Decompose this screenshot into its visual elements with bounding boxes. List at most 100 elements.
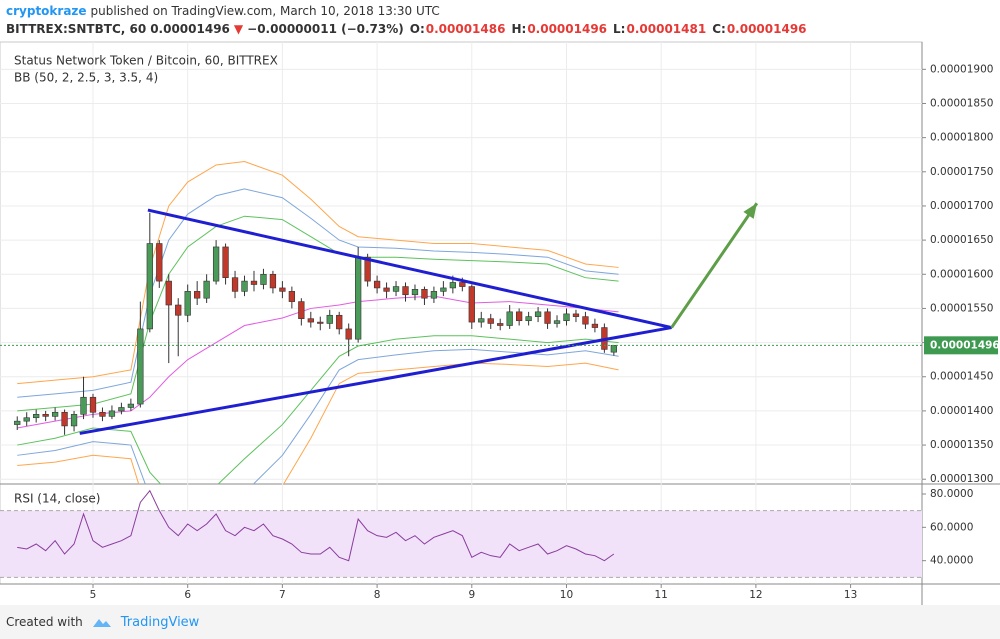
bb-line bbox=[17, 161, 619, 385]
plot-frame bbox=[0, 41, 923, 585]
change: −0.00000011 (−0.73%) bbox=[247, 22, 404, 36]
candle-body bbox=[89, 396, 97, 413]
layers: 5 6 7 8 9 10 11 12 13 0.00001300 0.00001350 0.00001… bbox=[0, 42, 1000, 601]
header-row: cryptokraze published on TradingView.com… bbox=[6, 2, 807, 20]
candle-body bbox=[250, 280, 258, 285]
candle-body bbox=[411, 289, 419, 296]
ohlc-key: H: bbox=[511, 22, 527, 36]
header: cryptokraze published on TradingView.com… bbox=[6, 2, 807, 38]
candle-body bbox=[516, 311, 523, 322]
y-tick-label: 0.00001400 bbox=[930, 405, 993, 417]
trend-line bbox=[147, 208, 672, 330]
last-price: 0.00001496 bbox=[150, 22, 230, 36]
ohlc-value: 0.00001481 bbox=[626, 22, 707, 36]
candle-body bbox=[61, 411, 68, 427]
last-price-label: 0.00001496 bbox=[930, 339, 1000, 351]
ohlc-key: O: bbox=[409, 22, 425, 36]
candle-body bbox=[336, 314, 343, 330]
x-tick-label: 12 bbox=[749, 589, 762, 601]
y-tick-label: 0.00001600 bbox=[930, 268, 993, 280]
candle-body bbox=[440, 287, 447, 292]
candle-body bbox=[544, 311, 551, 324]
symbol: BITTREX:SNTBTC, 60 bbox=[6, 22, 147, 36]
y-tick-label: 0.00001650 bbox=[930, 234, 993, 246]
y-tick-label: 80.0000 bbox=[930, 488, 973, 500]
bb-line bbox=[17, 335, 619, 484]
y-tick-label: 0.00001750 bbox=[930, 166, 993, 178]
x-tick-label: 13 bbox=[844, 589, 857, 601]
candle-body bbox=[402, 286, 409, 296]
main-pane bbox=[0, 42, 922, 484]
chart: 5 6 7 8 9 10 11 12 13 0.00001300 0.00001350 0.00001… bbox=[0, 41, 1000, 605]
candle-body bbox=[80, 396, 87, 415]
x-tick-label: 5 bbox=[90, 589, 97, 601]
candle-body bbox=[108, 410, 116, 417]
candle-body bbox=[383, 287, 390, 292]
candle-body bbox=[430, 291, 438, 299]
bb-line bbox=[17, 295, 619, 429]
author: cryptokraze bbox=[6, 4, 87, 18]
candle-body bbox=[42, 414, 49, 417]
candle-body bbox=[14, 420, 21, 425]
brand[interactable]: TradingView bbox=[120, 614, 200, 630]
candle-body bbox=[269, 273, 277, 289]
arrow bbox=[670, 202, 759, 329]
header-row: BITTREX:SNTBTC, 60 0.00001496 ▼ −0.00000… bbox=[6, 20, 807, 38]
last-price-tag bbox=[924, 336, 998, 355]
candle-body bbox=[146, 243, 153, 330]
candle-body bbox=[156, 243, 163, 282]
candle-body bbox=[553, 320, 561, 324]
bb-line bbox=[17, 215, 619, 412]
candle-body bbox=[165, 280, 172, 306]
chart-title: Status Network Token / Bitcoin, 60, BITT… bbox=[14, 54, 278, 68]
ohlc-value: 0.00001486 bbox=[425, 22, 506, 36]
y-tick-label: 0.00001800 bbox=[930, 132, 993, 144]
candle-body bbox=[99, 411, 106, 417]
candle-body bbox=[137, 328, 144, 405]
logo bbox=[92, 619, 111, 627]
candle-body bbox=[421, 289, 428, 299]
candle-body bbox=[70, 414, 78, 427]
candle-body bbox=[449, 282, 456, 289]
candle-body bbox=[203, 280, 210, 299]
candle-body bbox=[184, 291, 191, 316]
candle-body bbox=[355, 256, 362, 340]
arrow-head bbox=[743, 203, 757, 219]
ohlc-value: 0.00001496 bbox=[726, 22, 807, 36]
candle-body bbox=[364, 256, 371, 282]
y-tick-label: 0.00001850 bbox=[930, 97, 993, 109]
published: published on TradingView.com, March 10, … bbox=[90, 4, 440, 18]
candle-body bbox=[610, 345, 617, 353]
rsi-line bbox=[17, 489, 615, 562]
candle-body bbox=[326, 314, 333, 324]
bb-line bbox=[17, 188, 619, 398]
candle-body bbox=[175, 304, 182, 316]
rsi-pane bbox=[0, 484, 922, 584]
y-tick-label: 0.00001550 bbox=[930, 302, 993, 314]
candle-body bbox=[478, 318, 485, 323]
ohlc-value: 0.00001496 bbox=[527, 22, 608, 36]
candle-body bbox=[260, 273, 267, 285]
rsi-band bbox=[0, 510, 922, 578]
candle-body bbox=[279, 287, 286, 292]
candle-body bbox=[572, 313, 580, 317]
candle-body bbox=[459, 282, 466, 287]
x-tick-label: 11 bbox=[655, 589, 668, 601]
candle-body bbox=[487, 318, 494, 324]
y-tick-label: 60.0000 bbox=[930, 521, 973, 533]
created-with: Created with bbox=[6, 615, 83, 629]
candle-body bbox=[298, 301, 305, 319]
candle-body bbox=[373, 280, 381, 289]
candle-body bbox=[127, 403, 135, 408]
candle-body bbox=[51, 411, 59, 417]
candle-body bbox=[468, 286, 475, 323]
candle-body bbox=[23, 417, 30, 422]
candle-body bbox=[506, 311, 513, 326]
price-axis bbox=[922, 42, 1000, 584]
candle-body bbox=[392, 286, 400, 292]
x-tick-label: 8 bbox=[374, 589, 381, 601]
x-tick-label: 9 bbox=[468, 589, 475, 601]
candle-body bbox=[194, 291, 201, 299]
candle-body bbox=[345, 328, 352, 340]
